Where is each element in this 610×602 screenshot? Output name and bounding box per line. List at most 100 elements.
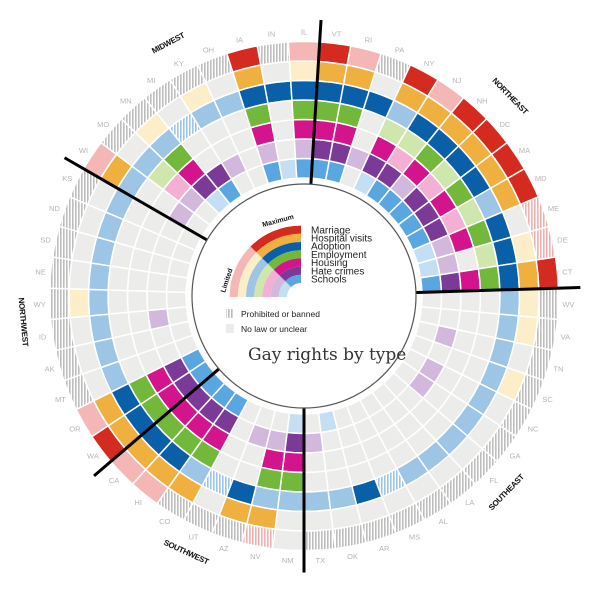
state-label-MD: MD — [535, 174, 547, 183]
legend-label-adoption: Adoption — [311, 242, 350, 253]
state-label-RI: RI — [365, 35, 373, 44]
region-label-midwest: MIDWEST — [150, 31, 186, 56]
cell-CT-marriage — [535, 256, 560, 290]
cell-VT-marriage — [317, 41, 352, 66]
state-label-KY: KY — [174, 59, 184, 68]
cell-NM-adoption — [276, 489, 305, 513]
cell-IL-housing — [292, 118, 316, 141]
state-label-MS: MS — [409, 532, 420, 541]
state-label-TX: TX — [315, 556, 325, 565]
state-label-OK: OK — [347, 552, 358, 561]
cell-CT-employment — [477, 265, 501, 292]
cell-IL-adoption — [289, 79, 319, 102]
cell-IL-hospital_visits — [288, 60, 320, 82]
state-label-SD: SD — [40, 235, 51, 244]
state-label-NE: NE — [35, 268, 45, 277]
cell-TX-schools — [303, 412, 322, 435]
region-label-southwest: SOUTHWEST — [162, 538, 210, 567]
region-divider — [93, 366, 222, 478]
cell-IL-marriage — [287, 40, 321, 63]
cell-WY-employment — [107, 289, 130, 315]
cell-TX-hospital_visits — [303, 509, 334, 532]
state-label-WY: WY — [34, 300, 46, 309]
state-label-PA: PA — [395, 45, 404, 54]
legend-swatch-schools — [278, 281, 292, 297]
cell-WV-adoption — [498, 288, 521, 317]
cell-WY-marriage — [48, 287, 71, 321]
cell-WV-schools — [420, 290, 443, 310]
state-label-GA: GA — [510, 451, 521, 460]
legend-prohibited-swatch — [226, 309, 234, 318]
cell-WY-schools — [165, 290, 188, 310]
legend-swatch-employment — [267, 250, 301, 270]
cell-WV-hospital_visits — [517, 287, 540, 319]
cell-IN-marriage — [256, 41, 291, 66]
cell-NM-employment — [279, 470, 305, 493]
state-label-OR: OR — [69, 424, 81, 433]
state-label-WA: WA — [87, 451, 99, 460]
legend-swatch-marriage — [229, 246, 257, 297]
legend-swatch-housing — [273, 258, 301, 276]
legend-swatch-hate-crimes — [279, 266, 301, 282]
state-label-NC: NC — [528, 424, 539, 433]
state-label-UT: UT — [188, 532, 198, 541]
region-label-northeast: NORTHEAST — [490, 76, 530, 116]
state-label-NM: NM — [282, 556, 294, 565]
cell-WV-employment — [478, 289, 501, 315]
legend-swatch-hospital-visits — [256, 233, 301, 259]
state-label-VA: VA — [561, 333, 570, 342]
cell-NM-housing — [281, 450, 305, 474]
state-label-ID: ID — [39, 333, 47, 342]
state-label-DC: DC — [499, 120, 510, 129]
cell-NE-employment — [107, 265, 131, 292]
legend-label-schools: Schools — [311, 275, 347, 286]
cell-NE-hospital_visits — [68, 259, 92, 291]
cell-VA-marriage — [532, 316, 559, 352]
cell-NE-marriage — [48, 256, 73, 290]
legend-swatch-hate-crimes — [270, 275, 286, 297]
cell-WV-housing — [459, 289, 482, 314]
region-divider — [309, 19, 323, 187]
state-label-IL: IL — [301, 28, 307, 37]
state-label-SC: SC — [542, 395, 553, 404]
cell-WV-hate_crimes — [440, 290, 462, 312]
legend-swatch-employment — [254, 263, 274, 297]
state-label-MT: MT — [55, 395, 66, 404]
cell-TX-employment — [303, 470, 329, 493]
cell-TX-adoption — [303, 489, 332, 513]
state-label-AL: AL — [439, 517, 448, 526]
region-divider — [63, 156, 210, 243]
state-label-NV: NV — [250, 552, 260, 561]
cell-IL-employment — [291, 99, 317, 121]
cell-WY-adoption — [87, 288, 110, 317]
data-rings — [48, 40, 560, 552]
state-label-MO: MO — [97, 120, 109, 129]
state-label-DE: DE — [557, 235, 567, 244]
state-label-NY: NY — [424, 59, 434, 68]
cell-WY-hate_crimes — [146, 290, 168, 312]
center-disc — [191, 183, 417, 409]
cell-WV-marriage — [537, 287, 560, 321]
state-label-MA: MA — [519, 146, 530, 155]
cell-WY-housing — [126, 289, 149, 314]
cell-TX-housing — [303, 450, 327, 474]
legend-label-marriage: Marriage — [311, 225, 351, 236]
cell-CT-hate_crimes — [439, 271, 462, 293]
cell-CT-housing — [458, 268, 482, 292]
cell-IN-schools — [277, 157, 298, 181]
cell-NM-hospital_visits — [274, 509, 305, 532]
cell-TX-hate_crimes — [303, 431, 325, 454]
state-label-WI: WI — [79, 146, 88, 155]
legend-label-hospital-visits: Hospital visits — [311, 234, 372, 245]
cell-IN-employment — [267, 99, 294, 124]
cell-VT-employment — [314, 99, 341, 124]
state-label-MI: MI — [147, 76, 155, 85]
state-label-CO: CO — [159, 517, 170, 526]
state-labels: WI MO MN MI KY OH IA IN IL VT RI PA NY NJ NH DC MA MD ME DE… — [34, 28, 575, 565]
state-label-ND: ND — [49, 204, 60, 213]
cell-NM-hate_crimes — [283, 431, 305, 454]
state-label-MN: MN — [120, 97, 132, 106]
cell-IN-hate_crimes — [274, 138, 297, 162]
